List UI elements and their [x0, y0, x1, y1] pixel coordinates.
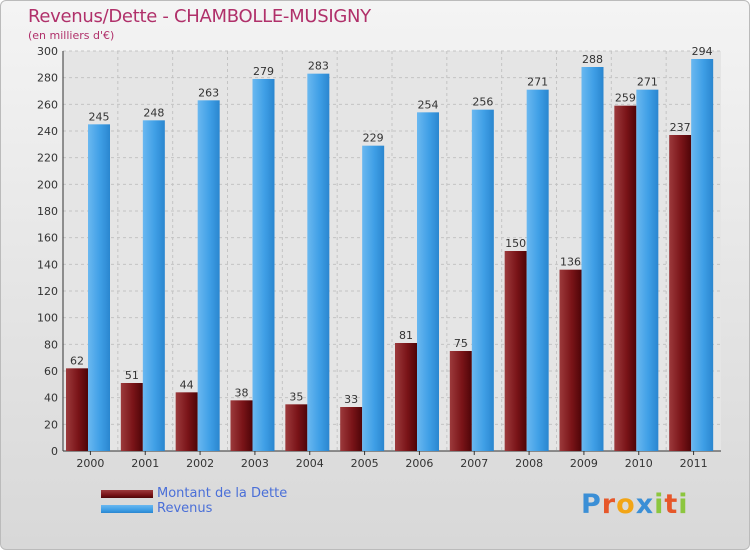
data-label-revenue: 229 — [363, 132, 384, 145]
chart-title: Revenus/Dette - CHAMBOLLE-MUSIGNY — [28, 6, 371, 27]
data-label-debt: 44 — [180, 378, 194, 391]
logo-letter: x — [635, 489, 655, 520]
y-tick-label: 80 — [44, 338, 58, 351]
bar-debt — [285, 404, 308, 451]
bar-revenue — [142, 120, 165, 451]
data-label-debt: 75 — [454, 337, 468, 350]
bar-revenue — [581, 67, 604, 451]
y-tick-label: 60 — [44, 365, 58, 378]
data-label-debt: 51 — [125, 369, 139, 382]
y-tick-label: 260 — [37, 98, 58, 111]
data-label-debt: 259 — [615, 92, 636, 105]
bar-debt — [504, 251, 527, 451]
data-label-revenue: 271 — [637, 76, 658, 89]
bar-debt — [340, 407, 363, 451]
data-label-debt: 81 — [399, 329, 413, 342]
x-tick-label: 2009 — [570, 457, 598, 470]
bar-revenue — [252, 79, 275, 451]
logo-letter: t — [664, 489, 679, 520]
data-label-debt: 38 — [235, 386, 249, 399]
bar-debt — [449, 351, 472, 451]
data-label-revenue: 288 — [582, 53, 603, 66]
data-label-revenue: 248 — [143, 106, 164, 119]
logo-letter: P — [581, 489, 602, 520]
x-tick-label: 2011 — [680, 457, 708, 470]
bar-debt — [669, 135, 692, 451]
bar-revenue — [88, 124, 110, 451]
x-tick-label: 2001 — [131, 457, 159, 470]
y-tick-label: 220 — [37, 152, 58, 165]
y-tick-label: 200 — [37, 178, 58, 191]
y-tick-label: 280 — [37, 72, 58, 85]
logo-letter: r — [601, 489, 617, 520]
bar-revenue — [471, 109, 494, 452]
x-tick-label: 2008 — [515, 457, 543, 470]
y-tick-label: 120 — [37, 285, 58, 298]
data-label-debt: 33 — [344, 393, 358, 406]
bar-revenue — [362, 145, 385, 451]
chart-subtitle: (en milliers d'€) — [28, 29, 115, 42]
data-label-revenue: 279 — [253, 65, 274, 78]
logo-letter: o — [616, 489, 636, 520]
bar-debt — [395, 343, 417, 451]
bar-revenue — [307, 73, 330, 452]
data-label-revenue: 245 — [89, 110, 110, 123]
bar-revenue — [197, 100, 220, 451]
bar-debt — [230, 400, 253, 451]
y-tick-label: 20 — [44, 418, 58, 431]
legend-swatch-debt — [101, 490, 153, 498]
logo-letter: i — [654, 489, 665, 520]
data-label-revenue: 294 — [692, 45, 713, 58]
data-label-debt: 237 — [670, 121, 691, 134]
proxiti-logo: Proxiti — [581, 489, 689, 520]
data-label-revenue: 256 — [472, 96, 493, 109]
data-label-revenue: 283 — [308, 60, 329, 73]
legend-label-debt: Montant de la Dette — [157, 486, 288, 501]
bar-debt — [614, 105, 637, 452]
legend-label-revenue: Revenus — [157, 501, 213, 516]
x-tick-label: 2006 — [405, 457, 433, 470]
data-label-revenue: 271 — [527, 76, 548, 89]
x-tick-label: 2000 — [76, 457, 104, 470]
y-tick-label: 40 — [44, 392, 58, 405]
bar-revenue — [526, 89, 549, 452]
y-tick-label: 0 — [51, 445, 58, 458]
y-tick-label: 240 — [37, 125, 58, 138]
bar-revenue — [636, 89, 659, 452]
logo-letter: i — [678, 489, 689, 520]
y-tick-label: 100 — [37, 312, 58, 325]
x-tick-label: 2004 — [296, 457, 324, 470]
bar-revenue — [417, 112, 439, 451]
data-label-debt: 136 — [560, 256, 581, 269]
data-label-debt: 62 — [70, 354, 84, 367]
x-tick-label: 2002 — [186, 457, 214, 470]
legend-swatch-revenue — [101, 505, 153, 513]
x-tick-label: 2010 — [625, 457, 653, 470]
y-tick-label: 180 — [37, 205, 58, 218]
y-tick-label: 160 — [37, 232, 58, 245]
y-tick-label: 300 — [37, 45, 58, 58]
x-tick-label: 2005 — [351, 457, 379, 470]
bar-debt — [120, 383, 143, 451]
data-label-revenue: 254 — [418, 98, 439, 111]
data-label-debt: 150 — [505, 237, 526, 250]
data-label-revenue: 263 — [198, 86, 219, 99]
bar-debt — [175, 392, 198, 451]
x-tick-label: 2003 — [241, 457, 269, 470]
data-label-debt: 35 — [289, 390, 303, 403]
y-tick-label: 140 — [37, 258, 58, 271]
bar-debt — [559, 269, 582, 451]
x-tick-label: 2007 — [460, 457, 488, 470]
bar-debt — [66, 368, 88, 451]
bar-revenue — [691, 59, 714, 451]
